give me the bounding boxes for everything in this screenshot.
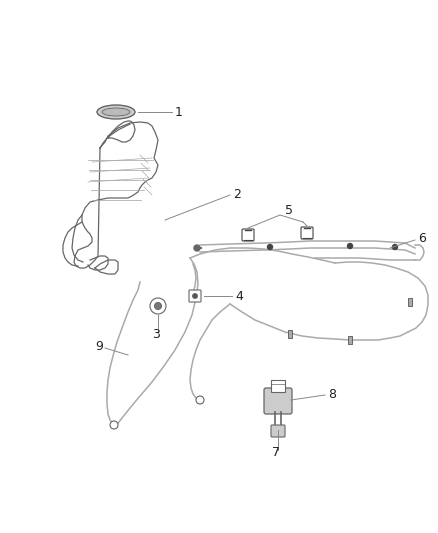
Text: 2: 2 xyxy=(233,188,241,200)
Circle shape xyxy=(150,298,166,314)
Text: 6: 6 xyxy=(418,232,426,246)
FancyBboxPatch shape xyxy=(264,388,292,414)
Bar xyxy=(408,298,412,306)
Circle shape xyxy=(192,294,198,298)
Circle shape xyxy=(268,245,272,249)
Circle shape xyxy=(194,245,200,251)
Ellipse shape xyxy=(97,105,135,119)
FancyBboxPatch shape xyxy=(189,290,201,302)
Text: 5: 5 xyxy=(285,204,293,216)
FancyBboxPatch shape xyxy=(271,425,285,437)
Text: 1: 1 xyxy=(175,106,183,118)
Text: 8: 8 xyxy=(328,387,336,400)
Text: 7: 7 xyxy=(272,447,280,459)
Text: 9: 9 xyxy=(95,341,103,353)
Circle shape xyxy=(392,245,398,249)
Circle shape xyxy=(155,303,162,310)
FancyBboxPatch shape xyxy=(301,227,313,239)
Text: 3: 3 xyxy=(152,327,160,341)
Bar xyxy=(288,330,292,338)
FancyBboxPatch shape xyxy=(242,229,254,241)
Circle shape xyxy=(347,244,353,248)
Bar xyxy=(271,380,285,392)
Circle shape xyxy=(196,396,204,404)
Circle shape xyxy=(110,421,118,429)
Bar xyxy=(348,336,352,344)
Text: 4: 4 xyxy=(235,289,243,303)
Ellipse shape xyxy=(102,108,130,116)
